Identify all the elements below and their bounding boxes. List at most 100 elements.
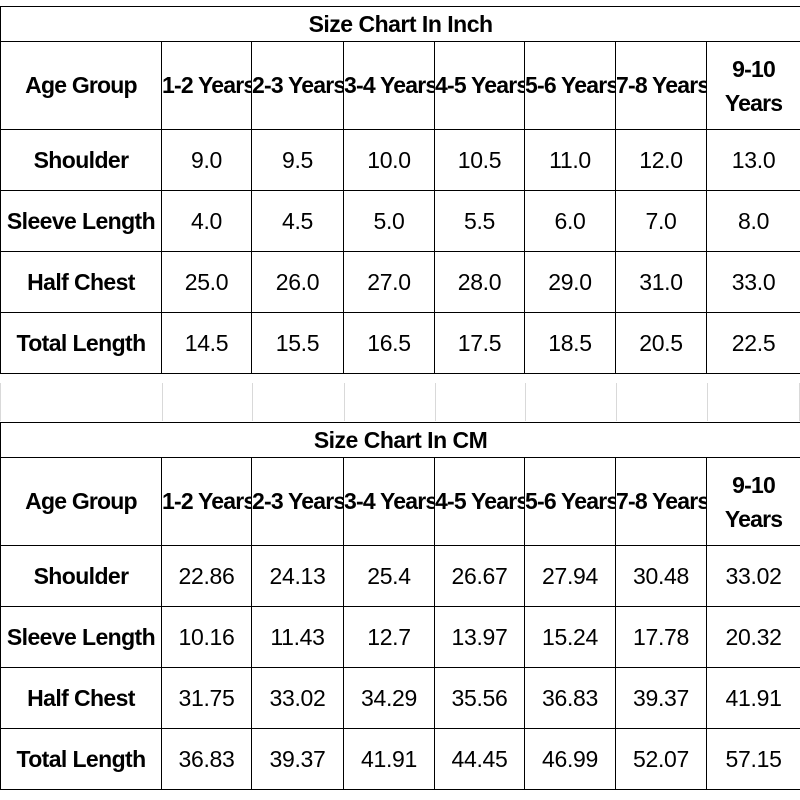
- table-cell: 10.5: [434, 129, 525, 191]
- table-cell: 30.48: [615, 545, 707, 607]
- row-label: Sleeve Length: [0, 606, 162, 668]
- table-cell: 8.0: [705, 190, 800, 252]
- table-cell: 16.5: [343, 312, 435, 374]
- table-cell: 25.0: [161, 251, 252, 313]
- table-cell: 41.91: [343, 728, 435, 790]
- cm-chart-title: Size Chart In CM: [0, 422, 800, 458]
- table-cell: 22.86: [161, 545, 252, 607]
- table-row: Half Chest 25.0 26.0 27.0 28.0 29.0 31.0…: [0, 251, 800, 313]
- table-cell: 31.75: [161, 667, 252, 729]
- row-label: Total Length: [0, 312, 162, 374]
- table-cell: 12.7: [343, 606, 435, 668]
- age-group-header: Age Group: [0, 41, 162, 130]
- table-cell: 24.13: [251, 545, 344, 607]
- table-cell: 28.0: [434, 251, 525, 313]
- table-cell: 11.0: [524, 129, 616, 191]
- table-cell: 14.5: [161, 312, 252, 374]
- table-cell: 15.24: [524, 606, 616, 668]
- table-row: Sleeve Length 10.16 11.43 12.7 13.97 15.…: [0, 606, 800, 668]
- gridline: [525, 383, 526, 421]
- table-cell: 46.99: [524, 728, 616, 790]
- table-cell: 41.91: [705, 667, 800, 729]
- table-cell: 36.83: [524, 667, 616, 729]
- table-cell: 26.67: [434, 545, 525, 607]
- table-cell: 39.37: [251, 728, 344, 790]
- table-cell: 6.0: [524, 190, 616, 252]
- size-header: 7-8 Years: [615, 41, 707, 130]
- table-row: Half Chest 31.75 33.02 34.29 35.56 36.83…: [0, 667, 800, 729]
- table-cell: 15.5: [251, 312, 344, 374]
- table-cell: 17.78: [615, 606, 707, 668]
- table-cell: 20.5: [615, 312, 707, 374]
- size-header: 3-4 Years: [343, 41, 435, 130]
- table-cell: 25.4: [343, 545, 435, 607]
- table-cell: 20.32: [705, 606, 800, 668]
- row-label: Shoulder: [0, 129, 162, 191]
- size-header: 9-10 Years: [705, 41, 800, 130]
- table-cell: 27.94: [524, 545, 616, 607]
- size-header: 3-4 Years: [343, 457, 435, 546]
- inch-header-row: Age Group 1-2 Years 2-3 Years 3-4 Years …: [0, 41, 800, 130]
- gridline: [435, 383, 436, 421]
- table-cell: 17.5: [434, 312, 525, 374]
- table-cell: 36.83: [161, 728, 252, 790]
- table-cell: 57.15: [705, 728, 800, 790]
- size-header: 9-10 Years: [705, 457, 800, 546]
- table-cell: 9.5: [251, 129, 344, 191]
- size-header: 2-3 Years: [251, 41, 344, 130]
- size-header: 1-2 Years: [161, 457, 252, 546]
- table-cell: 33.02: [251, 667, 344, 729]
- table-row: Shoulder 22.86 24.13 25.4 26.67 27.94 30…: [0, 545, 800, 607]
- table-cell: 27.0: [343, 251, 435, 313]
- table-cell: 33.0: [705, 251, 800, 313]
- table-cell: 22.5: [705, 312, 800, 374]
- table-cell: 33.02: [705, 545, 800, 607]
- table-cell: 10.0: [343, 129, 435, 191]
- age-group-header: Age Group: [0, 457, 162, 546]
- table-cell: 7.0: [615, 190, 707, 252]
- table-cell: 44.45: [434, 728, 525, 790]
- table-cell: 34.29: [343, 667, 435, 729]
- table-cell: 13.0: [705, 129, 800, 191]
- table-cell: 11.43: [251, 606, 344, 668]
- cm-header-row: Age Group 1-2 Years 2-3 Years 3-4 Years …: [0, 457, 800, 546]
- size-header: 7-8 Years: [615, 457, 707, 546]
- inch-chart-title: Size Chart In Inch: [0, 6, 800, 42]
- gridline: [252, 383, 253, 421]
- table-cell: 4.5: [251, 190, 344, 252]
- size-header: 4-5 Years: [434, 457, 525, 546]
- table-cell: 12.0: [615, 129, 707, 191]
- size-header: 5-6 Years: [524, 457, 616, 546]
- table-cell: 13.97: [434, 606, 525, 668]
- table-cell: 35.56: [434, 667, 525, 729]
- table-row: Shoulder 9.0 9.5 10.0 10.5 11.0 12.0 13.…: [0, 129, 800, 191]
- size-chart-cm-table: Size Chart In CM Age Group 1-2 Years 2-3…: [0, 422, 800, 790]
- table-row: Sleeve Length 4.0 4.5 5.0 5.5 6.0 7.0 8.…: [0, 190, 800, 252]
- gridline: [707, 383, 708, 421]
- table-cell: 5.0: [343, 190, 435, 252]
- row-label: Half Chest: [0, 667, 162, 729]
- gridline: [162, 383, 163, 421]
- spacer-row: [0, 383, 800, 421]
- table-cell: 18.5: [524, 312, 616, 374]
- table-row: Total Length 36.83 39.37 41.91 44.45 46.…: [0, 728, 800, 790]
- table-cell: 31.0: [615, 251, 707, 313]
- size-header: 5-6 Years: [524, 41, 616, 130]
- size-chart-inch-table: Size Chart In Inch Age Group 1-2 Years 2…: [0, 6, 800, 374]
- row-label: Half Chest: [0, 251, 162, 313]
- row-label: Sleeve Length: [0, 190, 162, 252]
- table-cell: 39.37: [615, 667, 707, 729]
- table-cell: 29.0: [524, 251, 616, 313]
- gridline: [344, 383, 345, 421]
- table-row: Total Length 14.5 15.5 16.5 17.5 18.5 20…: [0, 312, 800, 374]
- table-cell: 26.0: [251, 251, 344, 313]
- row-label: Total Length: [0, 728, 162, 790]
- table-cell: 5.5: [434, 190, 525, 252]
- table-cell: 4.0: [161, 190, 252, 252]
- row-label: Shoulder: [0, 545, 162, 607]
- gridline: [616, 383, 617, 421]
- size-header: 4-5 Years: [434, 41, 525, 130]
- size-header: 2-3 Years: [251, 457, 344, 546]
- table-cell: 52.07: [615, 728, 707, 790]
